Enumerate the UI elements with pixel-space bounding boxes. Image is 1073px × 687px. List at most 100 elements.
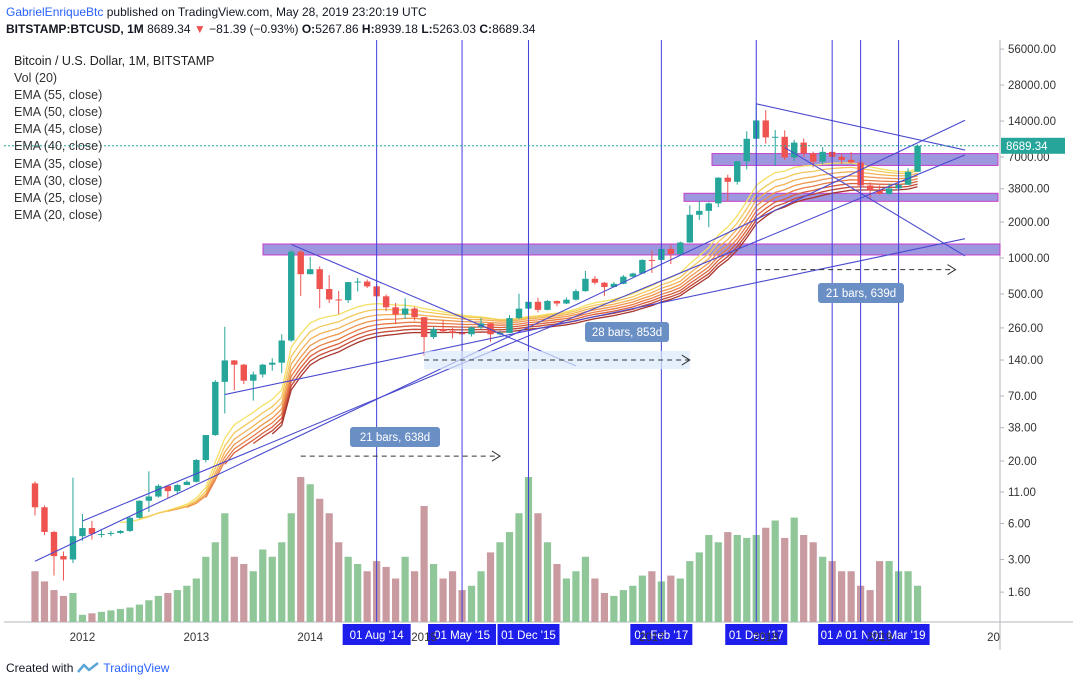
volume-bar	[202, 556, 210, 622]
candle-body	[193, 459, 200, 482]
volume-bar	[477, 571, 485, 622]
vertical-marker-label: 01 A	[821, 630, 844, 642]
ema-line	[186, 175, 918, 508]
candle-body	[250, 374, 257, 381]
volume-bar	[847, 571, 855, 622]
candle-body	[335, 299, 342, 301]
candle-body	[629, 273, 637, 277]
volume-bar	[610, 595, 618, 622]
volume-bar	[335, 542, 343, 622]
volume-bar	[467, 585, 476, 622]
candle-body	[316, 269, 323, 290]
tradingview-brand[interactable]: TradingView	[103, 661, 170, 675]
candle-body	[639, 259, 646, 274]
candle-body	[601, 282, 608, 287]
volume-bar	[534, 513, 542, 622]
legend-item: EMA (45, close)	[14, 122, 103, 137]
volume-bar	[714, 542, 722, 622]
volume-bar	[439, 578, 447, 622]
indicator-legend: Bitcoin / U.S. Dollar, 1M, BITSTAMP Vol …	[14, 53, 215, 224]
volume-bar	[876, 561, 884, 622]
volume-bar	[363, 571, 371, 622]
last-price-label: 8689.34	[1006, 141, 1048, 153]
last-price: 8689.34	[147, 22, 191, 36]
vertical-markers: 01 Aug '14 01 May '15 01 Dec '15 01 Feb '17…	[342, 40, 930, 645]
volume-bar	[705, 535, 713, 622]
volume-bar	[192, 578, 200, 622]
volume-bar	[40, 581, 49, 622]
price-axis: 56000.00 28000.00 14000.00 7000.00 3800.00 20…	[4, 44, 1065, 599]
candle-body	[212, 381, 219, 436]
price-tick-label: 260.00	[1008, 323, 1043, 335]
range-label-box	[585, 322, 669, 342]
time-axis: 2012 2013 2014 2015 2017 2018 2019 20	[70, 632, 1000, 644]
volume-bar	[401, 556, 409, 622]
legend-item: EMA (25, close)	[14, 190, 103, 205]
candle-body	[544, 300, 551, 310]
time-tick-label: 2017	[639, 632, 665, 644]
legend-item: Vol (20)	[14, 71, 58, 86]
trend-line	[82, 154, 966, 522]
open-label: O:	[301, 22, 316, 36]
candle-body	[734, 161, 741, 182]
last-price-tag	[1001, 137, 1065, 154]
candle-body	[591, 278, 599, 283]
vertical-marker-label: 01 Feb '17	[634, 630, 688, 642]
trend-line	[291, 243, 577, 367]
price-tick-label: 14000.00	[1008, 116, 1056, 128]
candle-body	[838, 156, 845, 160]
range-label-box	[350, 427, 440, 447]
candle-body	[354, 281, 361, 283]
volume-bar	[88, 613, 96, 622]
time-tick-label: 2013	[184, 632, 210, 644]
range-arrow-icon	[947, 264, 957, 276]
author-link[interactable]: GabrielEnriqueBtc	[6, 5, 104, 19]
resistance-zone	[262, 243, 1001, 256]
publish-text: published on TradingView.com, May 28, 20…	[103, 5, 427, 19]
candle-body	[145, 496, 153, 501]
range-band	[424, 351, 690, 370]
candles	[31, 103, 921, 581]
candle-body	[221, 360, 228, 382]
candle-body	[50, 531, 58, 557]
vertical-marker-label: 01 May '15	[434, 630, 490, 642]
candle-body	[117, 530, 124, 533]
volume-bar	[354, 564, 362, 622]
volume-bar	[97, 611, 106, 622]
candle-body	[553, 300, 561, 304]
tradingview-logo-icon	[77, 662, 100, 673]
trend-line	[784, 147, 966, 257]
candle-body	[363, 281, 371, 287]
time-tick-label: 2019	[867, 632, 893, 644]
volume-bar	[790, 517, 798, 622]
price-tick-label: 3800.00	[1008, 184, 1050, 196]
volume-bar	[107, 610, 115, 622]
candle-body	[325, 289, 333, 300]
price-tick-label: 6.00	[1008, 519, 1030, 531]
volume-bar	[505, 532, 514, 622]
candle-body	[620, 276, 627, 284]
volume-bar	[78, 614, 87, 622]
candle-body	[344, 282, 352, 301]
price-tick-label: 11.00	[1008, 487, 1036, 499]
candle-body	[41, 507, 48, 532]
price-tick-label: 28000.00	[1008, 80, 1056, 92]
candle-body	[231, 360, 238, 365]
candle-body	[610, 283, 618, 287]
volume-bar	[781, 537, 789, 622]
volume-bar	[420, 506, 428, 622]
candle-body	[696, 210, 703, 215]
volume-bar	[164, 593, 172, 622]
arrow-down-icon: ▼	[193, 22, 206, 36]
volume-bar	[913, 585, 922, 622]
range-arrow-icon	[681, 354, 691, 366]
legend-item: EMA (35, close)	[14, 156, 103, 171]
volume-bar	[116, 608, 125, 622]
candle-body	[382, 296, 390, 308]
price-tick-label: 2000.00	[1008, 217, 1050, 229]
range-label: 21 bars, 638d	[360, 432, 430, 444]
legend-item: EMA (55, close)	[14, 88, 103, 103]
resistance-zone	[711, 153, 999, 166]
candle-body	[297, 251, 304, 275]
